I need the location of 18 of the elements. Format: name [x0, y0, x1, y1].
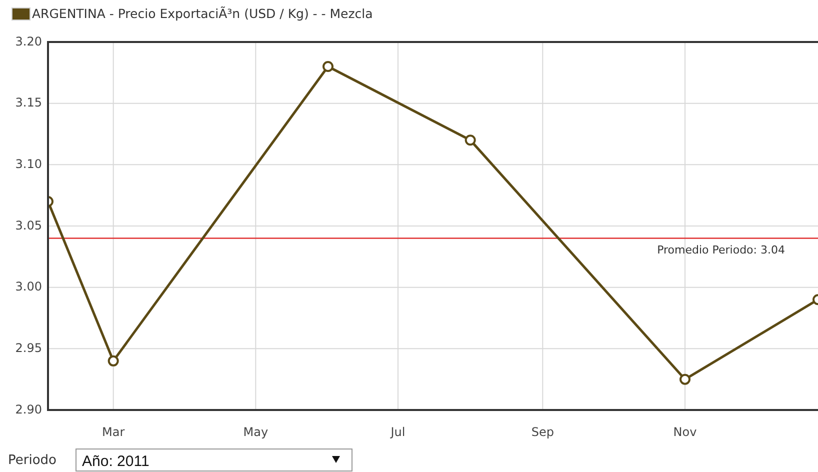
y-tick-label: 2.90: [15, 402, 42, 416]
text: Periodo: [8, 453, 57, 468]
point: [464, 134, 476, 146]
y-tick-label: 2.95: [15, 340, 42, 355]
x-tick-label: Sep: [531, 425, 554, 439]
y-tick-label: 3.00: [15, 280, 42, 294]
y-tick-label: 3.10: [15, 156, 42, 171]
x-tick-label: Nov: [673, 425, 697, 439]
y-tick-label: 3.05: [15, 218, 42, 232]
dropdown: Año: 2011: [76, 448, 352, 472]
x-tick-label: Jul: [390, 425, 406, 439]
ref-line-label: Promedio Periodo: 3.04: [657, 243, 785, 256]
legend-label: ARGENTINA - Precio ExportaciÃ³n (USD / Kg) - - Mezcla: [32, 6, 373, 21]
y-tick-label: 3.15: [15, 96, 42, 110]
x-tick-label: Mar: [102, 425, 125, 439]
y-tick-label: 3.20: [15, 34, 42, 48]
x-tick-label: May: [243, 425, 268, 439]
point: [322, 61, 334, 72]
